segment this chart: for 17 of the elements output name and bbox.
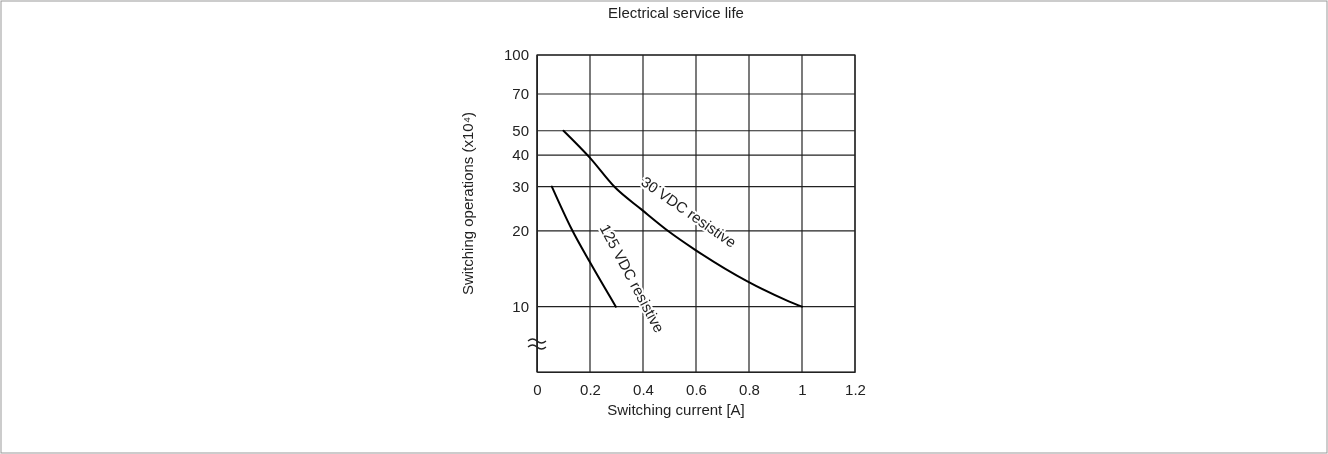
x-tick-label: 0.8 <box>739 380 760 398</box>
x-tick-label: 1.2 <box>845 380 866 398</box>
y-axis-title: Switching operations (x10⁴) <box>459 111 476 296</box>
y-tick-label: 20 <box>512 222 529 240</box>
y-tick-label: 50 <box>512 122 529 140</box>
chart-title: Electrical service life <box>608 4 744 21</box>
y-tick-label: 30 <box>512 177 529 195</box>
x-axis-title: Switching current [A] <box>607 401 745 418</box>
x-tick-label: 0.6 <box>686 380 707 398</box>
y-tick-label: 100 <box>503 46 529 64</box>
y-tick-label: 40 <box>512 146 529 164</box>
y-tick-label: 70 <box>512 85 529 103</box>
x-tick-label: 0.4 <box>633 380 654 398</box>
x-tick-label: 0.2 <box>580 380 601 398</box>
y-tick-label: 10 <box>512 297 529 315</box>
x-tick-label: 1 <box>798 380 807 398</box>
x-tick-label: 0 <box>533 380 542 398</box>
